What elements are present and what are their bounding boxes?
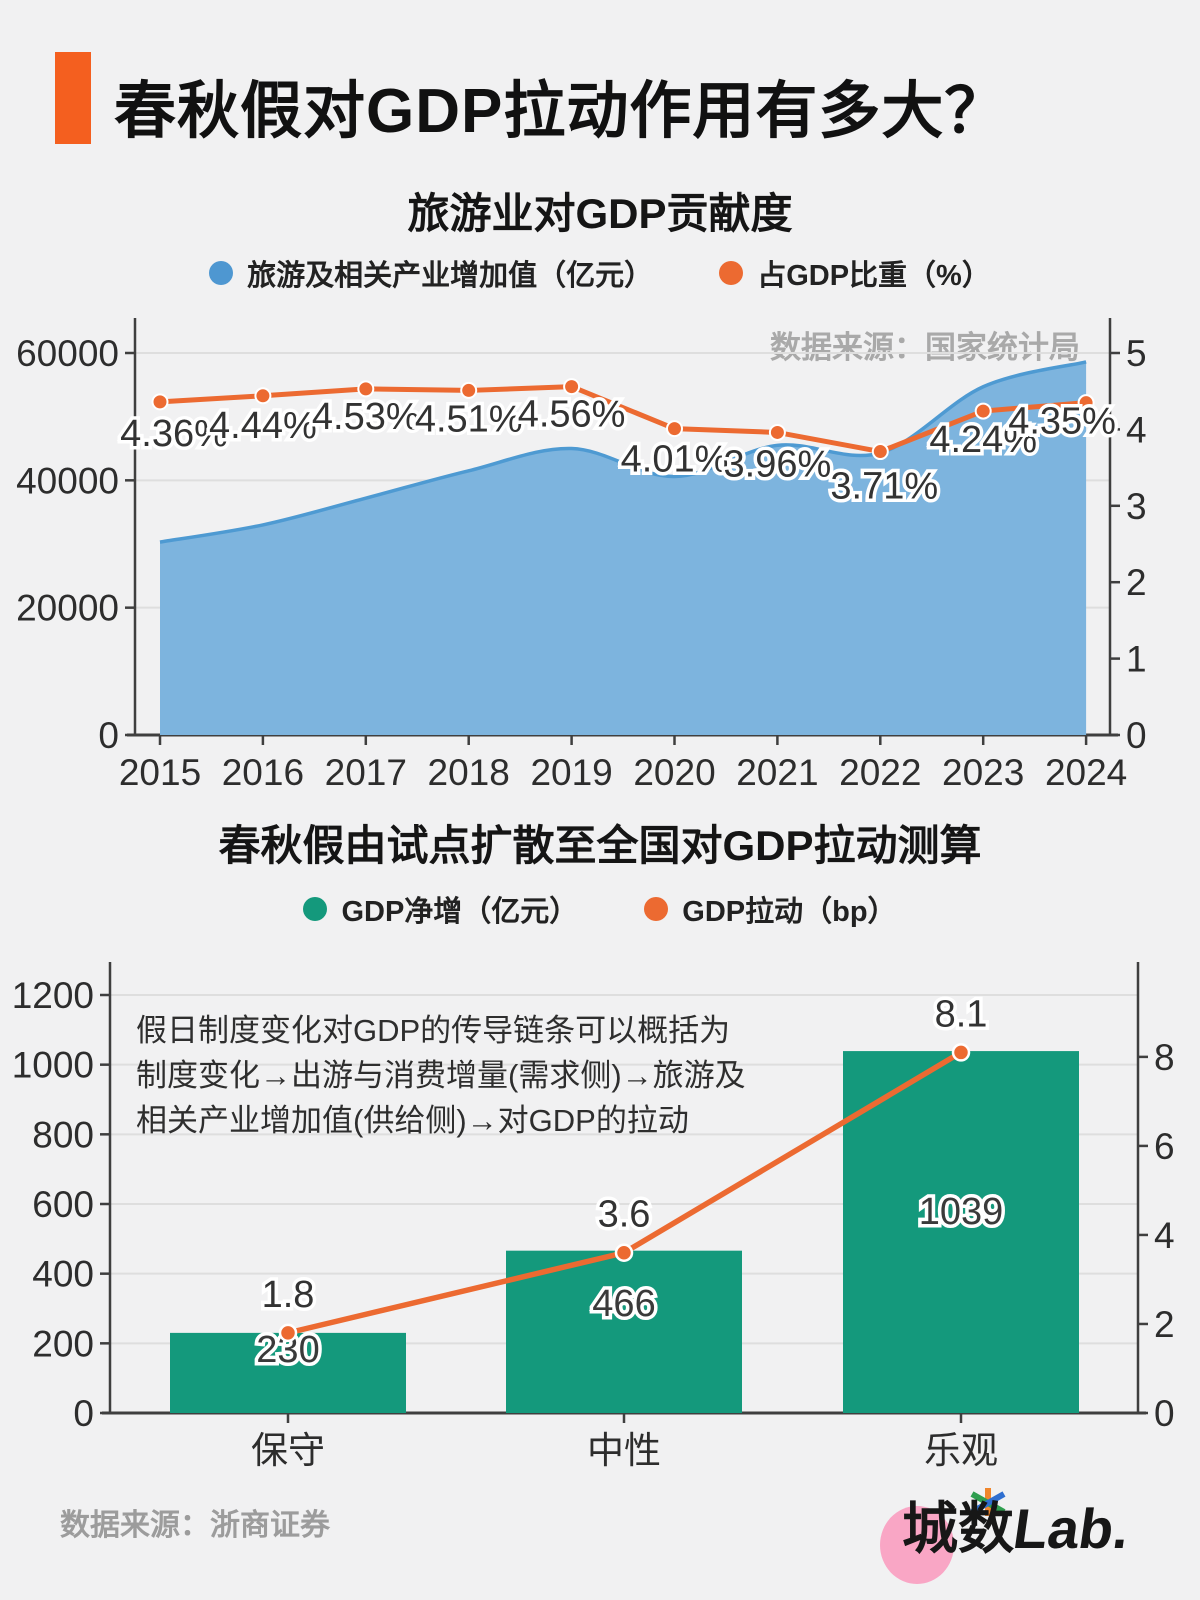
logo-spark-icon [970, 1488, 1006, 1516]
svg-text:6: 6 [1154, 1126, 1175, 1167]
svg-text:800: 800 [32, 1114, 94, 1155]
svg-text:中性: 中性 [587, 1430, 661, 1471]
orange-dot-icon [644, 897, 669, 921]
chart2-legend: GDP净增（亿元） GDP拉动（bp） [0, 888, 1200, 930]
svg-text:1200: 1200 [12, 975, 94, 1016]
brand-logo: 城数Lab. [880, 1478, 1170, 1584]
pct-line-series [159, 384, 1087, 455]
svg-text:2020: 2020 [633, 752, 715, 793]
bp-value-label: 8.1 [935, 993, 988, 1035]
pct-label: 4.36% [120, 413, 228, 455]
annotation-line-2: 制度变化→出游与消费增量(需求侧)→旅游及 [136, 1058, 746, 1093]
chart2-legend-item-line: GDP拉动（bp） [644, 888, 897, 930]
pct-label: 4.24% [929, 419, 1037, 461]
bar-series [170, 1332, 406, 1413]
chart1-legend-label-area: 旅游及相关产业增加值（亿元） [247, 260, 654, 292]
bar-series [506, 1250, 742, 1413]
svg-text:2015: 2015 [119, 752, 201, 793]
svg-text:2022: 2022 [839, 752, 921, 793]
svg-text:600: 600 [32, 1184, 94, 1225]
chart2-legend-label-line: GDP拉动（bp） [682, 896, 897, 928]
svg-text:乐观: 乐观 [924, 1430, 998, 1471]
title-accent-bar [55, 52, 91, 144]
bar-value-label: 1039 [919, 1191, 1004, 1233]
svg-text:2023: 2023 [942, 752, 1024, 793]
svg-text:400: 400 [32, 1254, 94, 1295]
svg-text:60000: 60000 [16, 333, 119, 374]
svg-text:0: 0 [73, 1393, 94, 1434]
chart1-legend-label-line: 占GDP比重（%） [757, 260, 991, 292]
svg-text:2019: 2019 [530, 752, 612, 793]
annotation-line-1: 假日制度变化对GDP的传导链条可以概括为 [136, 1013, 731, 1048]
pct-label: 4.51% [415, 398, 523, 440]
chart2-legend-label-bar: GDP净增（亿元） [341, 896, 579, 928]
svg-text:40000: 40000 [16, 460, 119, 501]
svg-text:5: 5 [1126, 333, 1147, 374]
svg-text:1000: 1000 [12, 1045, 94, 1086]
chart1-source-note: 数据来源：国家统计局 [770, 330, 1080, 365]
blue-dot-icon [209, 261, 234, 285]
page-title: 春秋假对GDP拉动作用有多大？ [114, 77, 1008, 146]
svg-text:2018: 2018 [428, 752, 510, 793]
bar-value-label: 466 [592, 1283, 655, 1325]
bar-series [843, 1051, 1079, 1413]
annotation-line-3: 相关产业增加值(供给侧)→对GDP的拉动 [136, 1103, 689, 1138]
svg-text:4: 4 [1126, 409, 1147, 450]
svg-text:200: 200 [32, 1323, 94, 1364]
bp-value-label: 1.8 [262, 1274, 315, 1316]
chart1-legend-item-area: 旅游及相关产业增加值（亿元） [209, 252, 653, 294]
bp-value-label: 3.6 [598, 1194, 651, 1236]
svg-text:2016: 2016 [222, 752, 304, 793]
svg-text:0: 0 [98, 715, 119, 756]
svg-text:3: 3 [1126, 486, 1147, 527]
chart2-title: 春秋假由试点扩散至全国对GDP拉动测算 [218, 822, 982, 869]
chart2-legend-item-bar: GDP净增（亿元） [303, 888, 578, 930]
svg-text:20000: 20000 [16, 588, 119, 629]
svg-text:8: 8 [1154, 1037, 1175, 1078]
svg-text:2024: 2024 [1045, 752, 1127, 793]
pct-label: 4.56% [518, 394, 626, 436]
svg-text:2021: 2021 [736, 752, 818, 793]
chart2-annotation: 假日制度变化对GDP的传导链条可以概括为 制度变化→出游与消费增量(需求侧)→旅… [136, 1008, 756, 1143]
svg-text:0: 0 [1154, 1393, 1175, 1434]
svg-text:0: 0 [1126, 715, 1147, 756]
footer-source-note: 数据来源：浙商证券 [60, 1509, 330, 1542]
area-series [160, 361, 1087, 735]
svg-text:4: 4 [1154, 1215, 1175, 1256]
logo-text: 城数Lab. [902, 1484, 1134, 1565]
chart1-legend: 旅游及相关产业增加值（亿元） 占GDP比重（%） [0, 252, 1200, 294]
pct-label: 3.71% [830, 466, 938, 508]
pct-label: 3.96% [724, 443, 832, 485]
svg-text:1: 1 [1126, 639, 1147, 680]
pct-label: 4.35% [1008, 401, 1116, 443]
svg-text:2: 2 [1154, 1304, 1175, 1345]
green-dot-icon [303, 897, 328, 921]
logo-pink-circle-icon [880, 1506, 954, 1584]
chart1-plot: 0 20000 40000 60000 0 1 2 3 4 5 2015 2016 2017 2018 20… [16, 318, 1147, 793]
pct-label: 4.01% [621, 439, 729, 481]
svg-text:保守: 保守 [251, 1430, 325, 1471]
svg-text:2: 2 [1126, 562, 1147, 603]
chart1-legend-item-line: 占GDP比重（%） [719, 252, 991, 294]
chart1-title: 旅游业对GDP贡献度 [407, 190, 793, 237]
logo-lab: Lab. [1009, 1497, 1134, 1560]
logo-cn: 城数 [902, 1497, 1014, 1560]
orange-dot-icon [719, 261, 744, 285]
pct-label: 4.44% [209, 405, 317, 447]
pct-label: 4.53% [312, 396, 420, 438]
svg-text:2017: 2017 [325, 752, 407, 793]
